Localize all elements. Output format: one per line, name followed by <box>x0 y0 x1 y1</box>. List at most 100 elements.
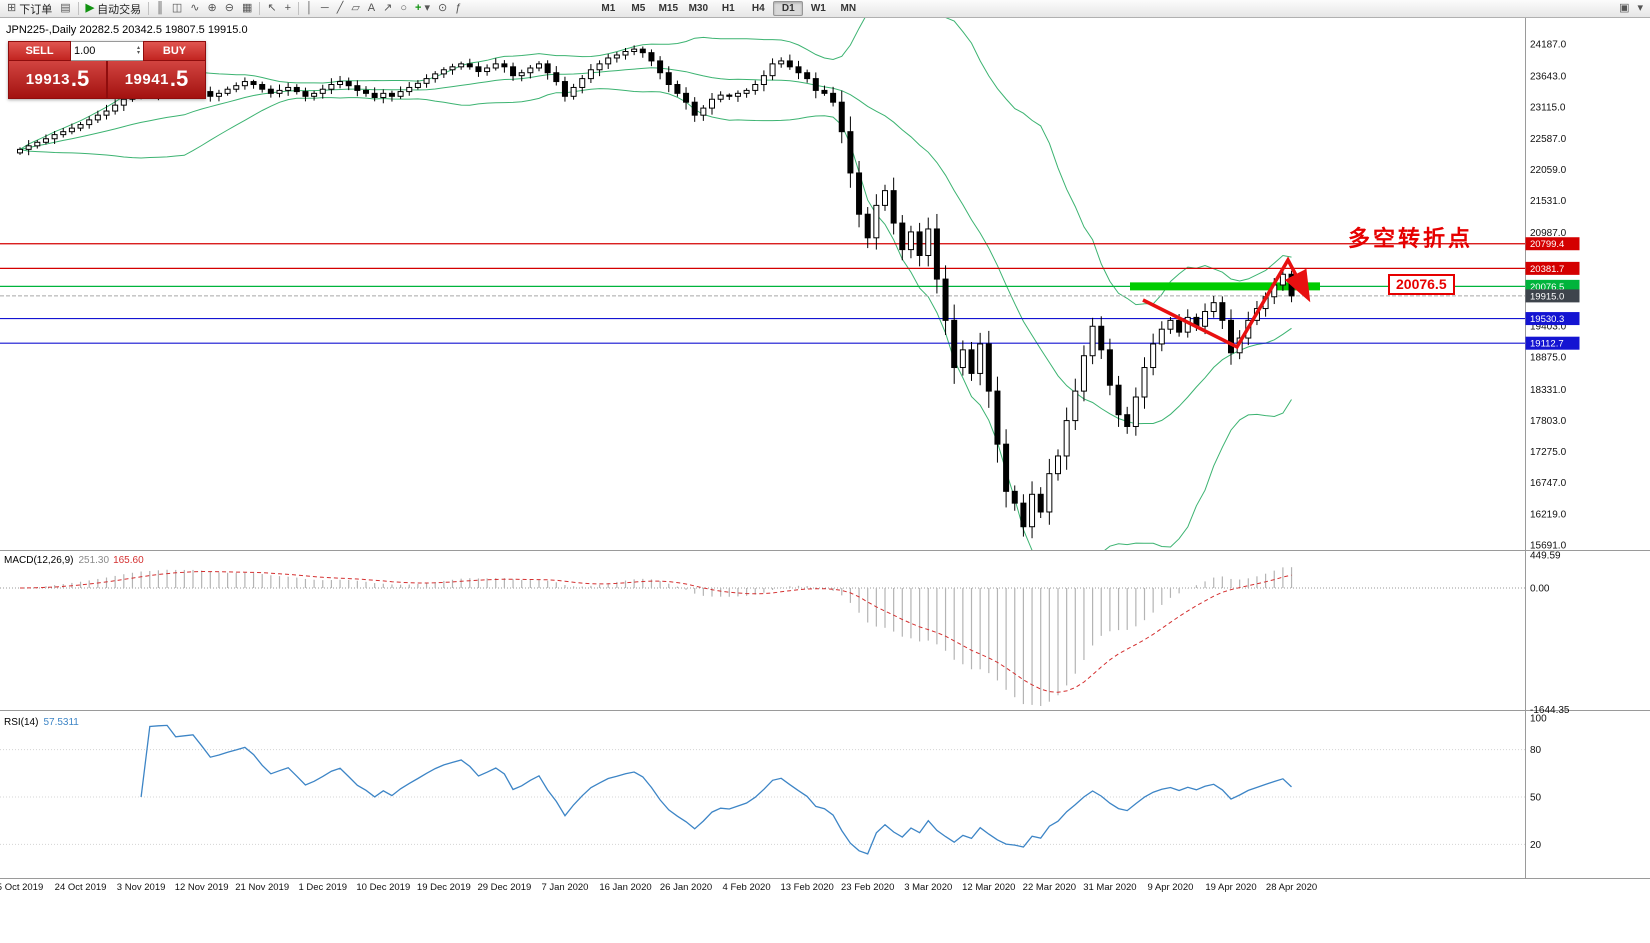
new-order-button[interactable]: ⊞ 下订单 <box>3 1 56 17</box>
vertical-line-icon: │ <box>306 2 313 14</box>
cursor-button[interactable]: ↖ <box>263 1 280 17</box>
svg-text:20: 20 <box>1530 840 1542 851</box>
svg-text:19 Dec 2019: 19 Dec 2019 <box>417 882 471 893</box>
text-tool-button[interactable]: A <box>364 1 379 17</box>
timeframe-d1[interactable]: D1 <box>773 1 804 16</box>
svg-text:22 Mar 2020: 22 Mar 2020 <box>1023 882 1076 893</box>
buy-button[interactable]: BUY <box>143 41 206 61</box>
buy-price[interactable]: 19941 .5 <box>107 61 206 99</box>
macd-panel-label: MACD(12,26,9) 251.30 165.60 <box>4 555 144 566</box>
timeframe-mn[interactable]: MN <box>840 3 857 14</box>
trendline-button[interactable]: ╱ <box>333 1 348 17</box>
toolbar-more-button[interactable]: ▾ <box>1633 1 1647 17</box>
bar-chart-icon: ║ <box>156 2 164 14</box>
price-tag <box>1525 312 1580 326</box>
timeframe-m5[interactable]: M5 <box>631 3 646 14</box>
clock-button[interactable]: ⊙ <box>434 1 451 17</box>
svg-text:19530.3: 19530.3 <box>1530 314 1564 325</box>
horizontal-line-icon: ─ <box>320 2 329 14</box>
indicator-list-button[interactable]: ƒ <box>451 1 465 17</box>
channel-button[interactable]: ▱ <box>347 1 363 17</box>
sell-price-frac: .5 <box>70 65 90 91</box>
add-indicator-button[interactable]: + ▾ <box>411 1 434 17</box>
rsi-name: RSI(14) <box>4 717 39 728</box>
svg-text:4 Feb 2020: 4 Feb 2020 <box>723 882 771 893</box>
clock-icon: ⊙ <box>437 2 448 14</box>
zoom-in-button[interactable]: ⊕ <box>204 1 221 17</box>
chart-area[interactable]: 24187.0 23643.0 23115.0 22587.0 22059.0 21531… <box>0 18 1650 943</box>
timeframe-h4[interactable]: H4 <box>751 3 765 14</box>
time-axis[interactable]: 5 Oct 2019 24 Oct 2019 3 Nov 2019 12 Nov 20… <box>0 882 1317 893</box>
zoom-out-button[interactable]: ⊖ <box>221 1 238 17</box>
one-click-trade-panel: SELL 1.00 ▴ ▾ BUY 19913 .5 19941 .5 <box>8 41 206 99</box>
svg-text:12 Mar 2020: 12 Mar 2020 <box>962 882 1015 893</box>
svg-text:21531.0: 21531.0 <box>1530 196 1567 207</box>
svg-text:3 Nov 2019: 3 Nov 2019 <box>117 882 166 893</box>
svg-text:19915.0: 19915.0 <box>1530 291 1564 302</box>
toolbar-separator <box>259 2 261 15</box>
svg-text:26 Jan 2020: 26 Jan 2020 <box>660 882 712 893</box>
spinner-down-icon[interactable]: ▾ <box>136 50 140 56</box>
level-label-box: 20076.5 <box>1388 274 1455 295</box>
svg-text:18875.0: 18875.0 <box>1530 353 1567 364</box>
svg-text:-1644.35: -1644.35 <box>1530 705 1570 716</box>
channel-icon: ▱ <box>351 2 360 14</box>
bar-chart-button[interactable]: ║ <box>152 1 168 17</box>
timeframe-group: M1 M5 M15 M30 H1 H4 D1 W1 MN <box>593 1 863 16</box>
timeframe-m30[interactable]: M30 <box>688 3 709 14</box>
macd-signal-value: 165.60 <box>113 555 144 566</box>
panel-separators <box>0 18 1650 879</box>
svg-text:7 Jan 2020: 7 Jan 2020 <box>541 882 588 893</box>
bollinger-bands <box>19 18 1292 551</box>
arrow-tool-button[interactable]: ↗ <box>379 1 396 17</box>
svg-text:0.00: 0.00 <box>1530 584 1550 595</box>
tile-right-button[interactable]: ▣ <box>1615 1 1633 17</box>
shapes-button[interactable]: ○ <box>396 1 411 17</box>
macd-name: MACD(12,26,9) <box>4 555 74 566</box>
trend-arrow-annotation[interactable] <box>1142 256 1311 350</box>
svg-text:16219.0: 16219.0 <box>1530 509 1567 520</box>
arrow-tool-icon: ↗ <box>383 2 393 14</box>
sell-price[interactable]: 19913 .5 <box>8 61 107 99</box>
toolbar-separator <box>148 2 150 15</box>
tile-windows-button[interactable]: ▦ <box>238 1 256 17</box>
svg-text:5 Oct 2019: 5 Oct 2019 <box>0 882 43 893</box>
svg-text:15691.0: 15691.0 <box>1530 540 1567 551</box>
timeframe-m1[interactable]: M1 <box>601 3 616 14</box>
window-tile-right-icon: ▣ <box>1619 2 1630 14</box>
indicator-list-icon: ƒ <box>455 2 462 14</box>
sell-button[interactable]: SELL <box>8 41 71 61</box>
svg-text:9 Apr 2020: 9 Apr 2020 <box>1147 882 1193 893</box>
timeframe-h1[interactable]: H1 <box>721 3 735 14</box>
volume-input[interactable]: 1.00 ▴ ▾ <box>71 41 143 61</box>
volume-spinner[interactable]: ▴ ▾ <box>136 45 140 56</box>
cursor-icon: ↖ <box>267 2 277 14</box>
main-chart-svg[interactable]: 24187.0 23643.0 23115.0 22587.0 22059.0 21531… <box>0 18 1650 943</box>
crosshair-button[interactable]: + <box>281 1 295 17</box>
macd-layer <box>0 567 1525 706</box>
vertical-line-button[interactable]: │ <box>302 1 317 17</box>
price-tag <box>1525 289 1580 303</box>
svg-text:13 Feb 2020: 13 Feb 2020 <box>780 882 833 893</box>
volume-value: 1.00 <box>74 45 96 57</box>
svg-text:19403.0: 19403.0 <box>1530 322 1567 333</box>
spinner-up-icon[interactable]: ▴ <box>136 45 140 51</box>
autotrading-play-icon: ▶ <box>85 2 95 14</box>
svg-text:23 Feb 2020: 23 Feb 2020 <box>841 882 894 893</box>
timeframe-w1[interactable]: W1 <box>810 3 826 14</box>
svg-text:12 Nov 2019: 12 Nov 2019 <box>175 882 229 893</box>
toolbar-separator <box>298 2 300 15</box>
svg-text:31 Mar 2020: 31 Mar 2020 <box>1083 882 1136 893</box>
new-order-icon: ⊞ <box>7 2 17 14</box>
price-scale[interactable]: 24187.0 23643.0 23115.0 22587.0 22059.0 21531… <box>1525 40 1580 851</box>
text-tool-icon: A <box>367 2 376 14</box>
chart-window-button[interactable]: ▤ <box>56 1 74 17</box>
autotrading-button[interactable]: ▶ 自动交易 <box>82 1 145 17</box>
horizontal-line-button[interactable]: ─ <box>317 1 333 17</box>
timeframe-m15[interactable]: M15 <box>658 3 679 14</box>
line-chart-button[interactable]: ∿ <box>186 1 203 17</box>
svg-text:19112.7: 19112.7 <box>1530 339 1564 350</box>
rsi-panel-label: RSI(14) 57.5311 <box>4 717 79 728</box>
candle-chart-button[interactable]: ◫ <box>168 1 186 17</box>
